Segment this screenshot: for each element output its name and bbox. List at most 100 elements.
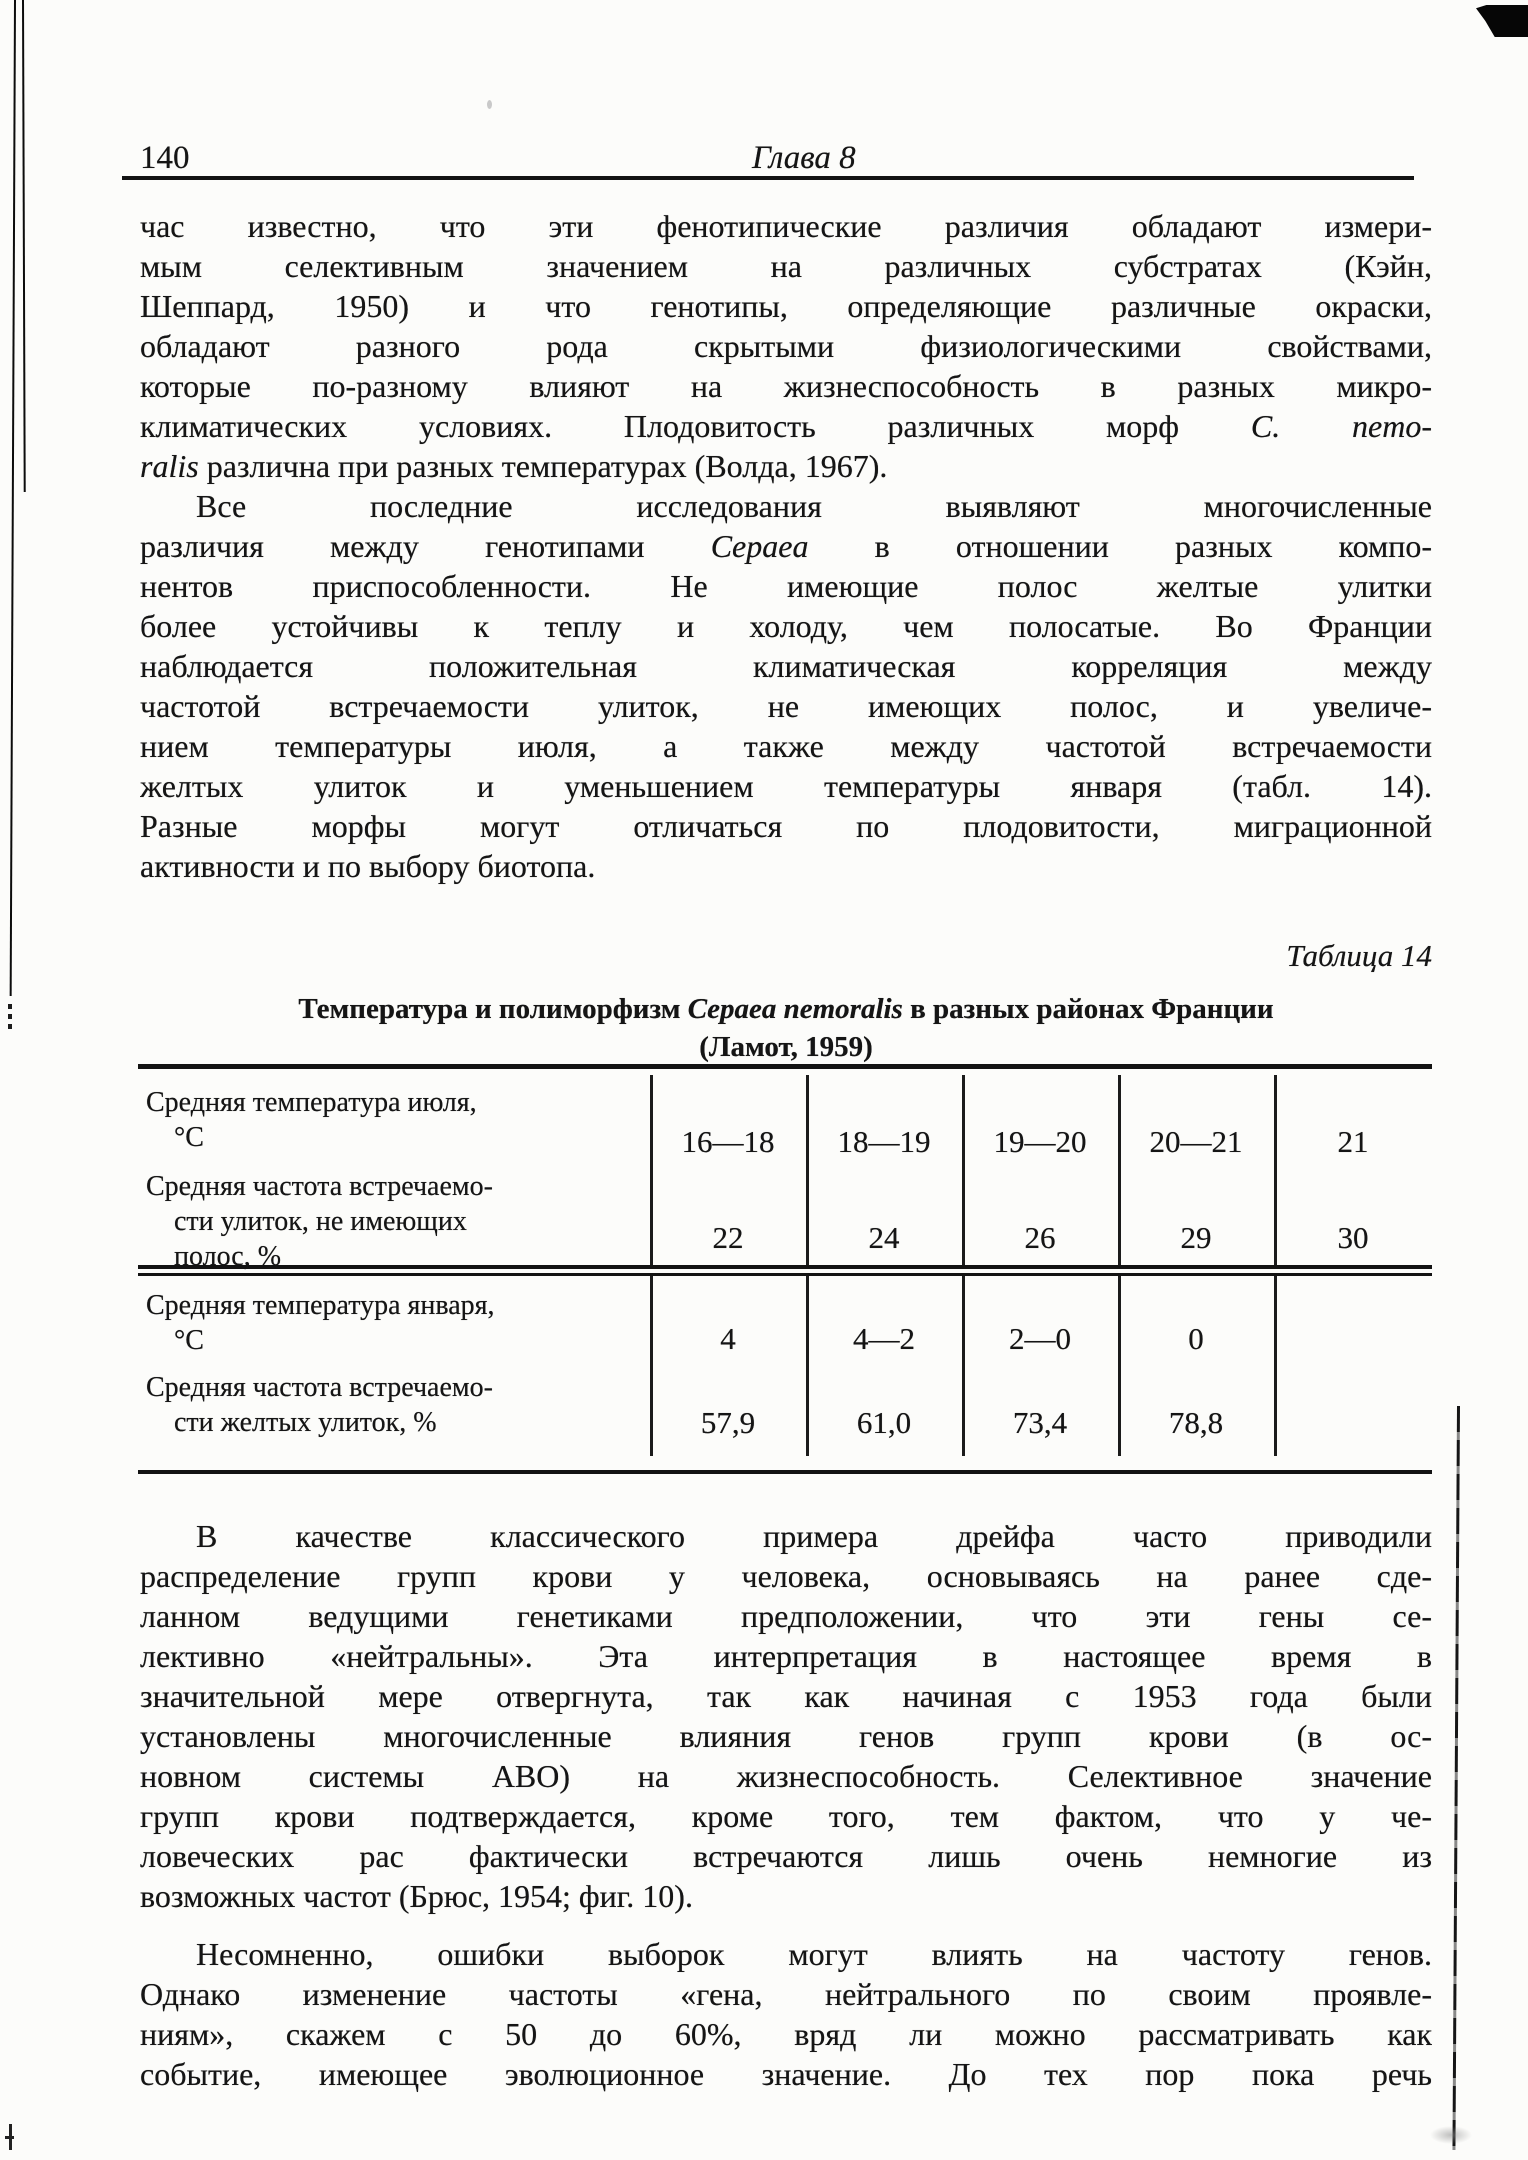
- text-line: лективно «нейтральны». Эта интерпретация…: [140, 1638, 1432, 1674]
- table-column-rule: [650, 1276, 653, 1456]
- text-line: климатических условиях. Плодовитость раз…: [140, 406, 1432, 446]
- text-line: активности и по выбору биотопа.: [140, 848, 596, 884]
- text-block-lower: В качестве классического примера дрейфа …: [140, 1516, 1432, 2094]
- table-column-rule: [1274, 1276, 1277, 1456]
- species-name-italic: Cepaea nemoralis: [687, 993, 903, 1025]
- table-cell: 26: [1024, 1220, 1056, 1255]
- text-line: ловеческих рас фактически встречаются ли…: [140, 1838, 1432, 1874]
- text-line: обладают разного рода скрытыми физиологи…: [140, 328, 1432, 364]
- paragraph-gap: [140, 1916, 1432, 1934]
- table-cell: [1274, 1366, 1432, 1470]
- text-run: климатических условиях. Плодовитость раз…: [140, 408, 1251, 444]
- table-title-line2: (Ламот, 1959): [699, 1031, 873, 1063]
- scan-artifact-left-line-1: [9, 0, 16, 996]
- text-line: установлены многочисленные влияния генов…: [140, 1718, 1432, 1754]
- label-line: Средняя температура июля,: [146, 1087, 477, 1118]
- table-cell: 61,0: [856, 1405, 912, 1440]
- text-line: ланном ведущими генетиками предположении…: [140, 1598, 1432, 1634]
- chapter-title: Глава 8: [752, 140, 856, 176]
- text-line: новном системы АВО) на жизнеспособность.…: [140, 1758, 1432, 1794]
- row-label-yellow-frequency: Средняя частота встречаемо- сти желтых у…: [138, 1366, 650, 1470]
- text-run: Температура и полиморфизм: [298, 993, 688, 1025]
- table-cell: 19—20: [993, 1124, 1087, 1159]
- text-line: которые по-разному влияют на жизнеспособ…: [140, 368, 1432, 404]
- label-line: Средняя температура января,: [146, 1290, 495, 1321]
- text-line: Несомненно, ошибки выборок могут влиять …: [196, 1936, 1432, 1972]
- species-name-italic: C. nemo-: [1250, 408, 1432, 444]
- label-line: °С: [174, 1325, 204, 1356]
- table-cell: 2—0: [1009, 1321, 1071, 1356]
- table-cell: 21: [1337, 1124, 1369, 1159]
- paragraph-3: В качестве классического примера дрейфа …: [140, 1516, 1432, 1916]
- table-title-line1: Температура и полиморфизм Cepaea nemoral…: [140, 990, 1432, 1028]
- text-line: нием температуры июля, а также между час…: [140, 728, 1432, 764]
- table-cell: 4—2: [853, 1321, 915, 1356]
- table-cell: 24: [868, 1220, 900, 1255]
- text-line: мым селективным значением на различных с…: [140, 248, 1432, 284]
- scan-artifact-speck: [487, 100, 492, 109]
- text-line: ниям», скажем с 50 до 60%, вряд ли можно…: [140, 2016, 1432, 2052]
- scan-artifact-left-line-2: [22, 0, 26, 493]
- table-column-rule: [1118, 1276, 1121, 1456]
- text-line: частотой встречаемости улиток, не имеющи…: [140, 688, 1432, 724]
- table-rule-top: [138, 1064, 1432, 1069]
- text-line: различия между генотипами Cepaea в отнош…: [140, 526, 1432, 566]
- table-column-rule: [806, 1075, 809, 1265]
- table-cell: [1274, 1276, 1432, 1366]
- table-column-rule: [1118, 1075, 1121, 1265]
- text-line: желтых улиток и уменьшением температуры …: [140, 768, 1432, 804]
- table-column-rule: [962, 1075, 965, 1265]
- text-line: час известно, что эти фенотипические раз…: [140, 208, 1432, 244]
- scan-artifact-top-right-blob: [1476, 5, 1528, 37]
- species-name-italic: ralis: [140, 448, 199, 484]
- scan-artifact-right-line: [1452, 1405, 1460, 2150]
- table-section-january: Средняя температура января, °С 4 4—2 2—0…: [138, 1276, 1432, 1470]
- text-line: Все последние исследования выявляют мног…: [196, 488, 1432, 524]
- label-line: полос, %: [174, 1241, 282, 1272]
- page-number: 140: [140, 140, 190, 176]
- row-label-unbanded-frequency: Средняя частота встречаемо- сти улиток, …: [138, 1165, 650, 1272]
- label-line: сти улиток, не имеющих: [174, 1206, 467, 1237]
- table-cell: 29: [1180, 1220, 1212, 1255]
- text-block-upper: час известно, что эти фенотипические раз…: [140, 206, 1432, 886]
- table-rule-middle: [138, 1265, 1432, 1276]
- paragraph-4: Несомненно, ошибки выборок могут влиять …: [140, 1934, 1432, 2094]
- table-caption: Таблица 14: [1286, 938, 1432, 973]
- text-run: различна при разных температурах (Волда,…: [198, 448, 888, 484]
- label-line: Средняя частота встречаемо-: [146, 1171, 493, 1202]
- paragraph-2: Все последние исследования выявляют мног…: [140, 486, 1432, 886]
- table-cell: 78,8: [1168, 1405, 1224, 1440]
- row-label-january-temp: Средняя температура января, °С: [138, 1276, 650, 1366]
- header-rule: [122, 176, 1414, 180]
- table-cell: 20—21: [1149, 1124, 1243, 1159]
- text-line: Однако изменение частоты «гена, нейтраль…: [140, 1976, 1432, 2012]
- running-head: 140 Глава 8: [140, 138, 1432, 178]
- text-line: Разные морфы могут отличаться по плодови…: [140, 808, 1432, 844]
- table-cell: 57,9: [700, 1405, 756, 1440]
- table-column-rule: [806, 1276, 809, 1456]
- table-column-rule: [1274, 1075, 1277, 1265]
- table-cell: 4: [720, 1321, 736, 1356]
- text-line: более устойчивы к теплу и холоду, чем по…: [140, 608, 1432, 644]
- text-run: различия между генотипами: [140, 528, 711, 564]
- text-line: значительной мере отвергнута, так как на…: [140, 1678, 1432, 1714]
- table-14: Средняя температура июля, °С 16—18 18—19…: [138, 1064, 1432, 1474]
- table-cell: 0: [1188, 1321, 1204, 1356]
- text-line: В качестве классического примера дрейфа …: [196, 1518, 1432, 1554]
- scan-artifact-left-dots: [8, 1004, 12, 1034]
- paragraph-1: час известно, что эти фенотипические раз…: [140, 206, 1432, 486]
- text-line: возможных частот (Брюс, 1954; фиг. 10).: [140, 1878, 693, 1914]
- text-run: в отношении разных компо-: [808, 528, 1432, 564]
- text-line: групп крови подтверждается, кроме того, …: [140, 1798, 1432, 1834]
- table-title: Температура и полиморфизм Cepaea nemoral…: [140, 990, 1432, 1066]
- table-column-rule: [962, 1276, 965, 1456]
- label-line: Средняя частота встречаемо-: [146, 1372, 493, 1403]
- table-column-rule: [650, 1075, 653, 1265]
- scan-artifact-bottom-right-smudge: [1430, 2126, 1472, 2144]
- table-rule-bottom: [138, 1470, 1432, 1474]
- text-line: распределение групп крови у человека, ос…: [140, 1558, 1432, 1594]
- table-cell: 18—19: [837, 1124, 931, 1159]
- species-name-italic: Cepaea: [710, 528, 809, 564]
- label-line: °С: [174, 1122, 204, 1153]
